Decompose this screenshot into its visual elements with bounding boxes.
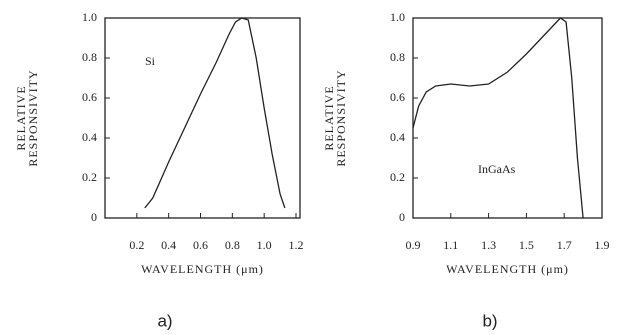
y-tick-label: 1.0 — [82, 10, 97, 24]
x-axis-label: WAVELENGTH (μm) — [141, 262, 264, 276]
y-tick-label: 0.2 — [82, 170, 97, 184]
y-tick-label: 0.4 — [390, 130, 405, 144]
y-tick-label: 0.8 — [82, 50, 97, 64]
y-axis-label: RESPONSIVITY — [334, 69, 348, 166]
y-tick-label: 0 — [399, 210, 405, 224]
y-axis-label: RESPONSIVITY — [26, 69, 40, 166]
x-tick-label: 1.1 — [443, 238, 458, 252]
y-tick-label: 0.4 — [82, 130, 97, 144]
figure: 00.20.40.60.81.00.20.40.60.81.01.2RELATI… — [0, 0, 626, 335]
plot-frame — [105, 18, 300, 218]
x-tick-label: 1.2 — [289, 238, 304, 252]
caption: b) — [482, 311, 497, 330]
y-tick-label: 0.8 — [390, 50, 405, 64]
plot-frame — [413, 18, 602, 218]
x-tick-label: 1.9 — [595, 238, 610, 252]
x-axis-label: WAVELENGTH (μm) — [446, 262, 569, 276]
data-line — [413, 18, 583, 218]
x-tick-label: 1.3 — [481, 238, 496, 252]
annotation: Si — [145, 54, 156, 68]
y-tick-label: 0.6 — [390, 90, 405, 104]
y-tick-label: 0.6 — [82, 90, 97, 104]
x-tick-label: 1.5 — [519, 238, 534, 252]
x-tick-label: 0.8 — [225, 238, 240, 252]
x-tick-label: 1.0 — [257, 238, 272, 252]
x-tick-label: 0.9 — [406, 238, 421, 252]
x-tick-label: 0.2 — [129, 238, 144, 252]
x-tick-label: 0.4 — [161, 238, 176, 252]
y-tick-label: 0.2 — [390, 170, 405, 184]
y-tick-label: 0 — [91, 210, 97, 224]
y-tick-label: 1.0 — [390, 10, 405, 24]
data-line — [145, 18, 285, 208]
x-tick-label: 0.6 — [193, 238, 208, 252]
x-tick-label: 1.7 — [557, 238, 572, 252]
caption: a) — [157, 311, 172, 330]
annotation: InGaAs — [478, 162, 516, 176]
